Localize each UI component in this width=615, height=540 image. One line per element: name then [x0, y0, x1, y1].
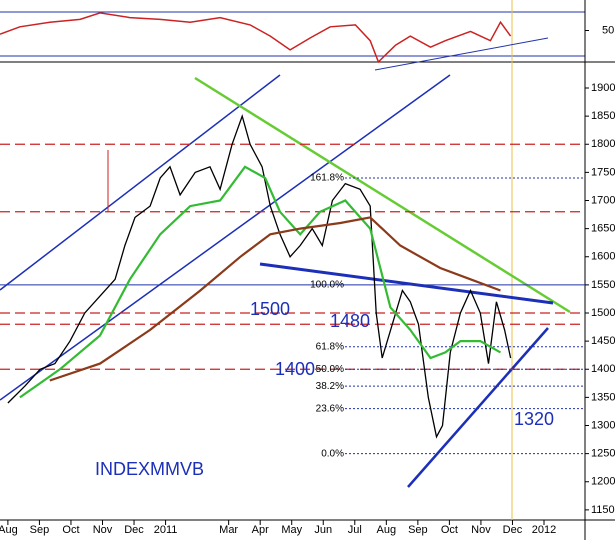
- x-tick-label: Jun: [314, 524, 332, 536]
- fib-label: 161.8%: [310, 173, 344, 184]
- x-tick-label: Nov: [93, 524, 113, 536]
- y-tick-label: 1150: [591, 504, 615, 516]
- fib-label: 100.0%: [310, 280, 344, 291]
- annotation: 1400: [275, 359, 315, 379]
- x-tick-label: 2012: [532, 524, 556, 536]
- y-tick-label: 1450: [591, 335, 615, 347]
- y-tick-label: 1400: [591, 363, 615, 375]
- annotation: 1320: [514, 409, 554, 429]
- x-tick-label: 2011: [154, 524, 178, 536]
- x-tick-label: Dec: [503, 524, 523, 536]
- rsi-trend: [374, 37, 549, 71]
- resistance-line: [194, 76, 571, 314]
- annotation: 1480: [330, 311, 370, 331]
- up-trend-line: [407, 327, 549, 488]
- x-tick-label: May: [281, 524, 302, 536]
- series-line: [0, 12, 512, 64]
- y-tick-label: 1200: [591, 476, 615, 488]
- y-tick-label: 1300: [591, 419, 615, 431]
- y-tick-label: 50: [602, 24, 614, 36]
- fib-label: 50.0%: [316, 364, 344, 375]
- fib-label: 23.6%: [316, 403, 344, 414]
- y-tick-label: 1500: [591, 307, 615, 319]
- index-title: INDEXMMVB: [95, 459, 204, 479]
- y-tick-label: 1350: [591, 391, 615, 403]
- x-tick-label: Dec: [124, 524, 144, 536]
- series-line: [7, 113, 512, 439]
- x-tick-label: Sep: [408, 524, 428, 536]
- y-tick-label: 1850: [591, 110, 615, 122]
- x-tick-label: Oct: [62, 524, 79, 536]
- y-tick-label: 1600: [591, 251, 615, 263]
- x-tick-label: Jul: [348, 524, 362, 536]
- x-tick-label: Oct: [441, 524, 458, 536]
- y-tick-label: 1900: [591, 82, 615, 94]
- x-tick-label: Aug: [0, 524, 18, 536]
- y-tick-label: 1800: [591, 138, 615, 150]
- series-line: [19, 165, 502, 399]
- y-tick-label: 1700: [591, 194, 615, 206]
- x-tick-label: Mar: [219, 524, 238, 536]
- fib-label: 61.8%: [316, 341, 344, 352]
- fib-label: 38.2%: [316, 381, 344, 392]
- x-tick-label: Sep: [30, 524, 50, 536]
- fib-label: 0.0%: [321, 448, 344, 459]
- x-tick-label: Nov: [471, 524, 491, 536]
- support-break-line: [259, 262, 554, 305]
- y-tick-label: 1750: [591, 166, 615, 178]
- x-tick-label: Aug: [377, 524, 397, 536]
- annotation: 1500: [250, 299, 290, 319]
- channel-line: [0, 74, 451, 401]
- y-tick-label: 1650: [591, 223, 615, 235]
- channel-line: [0, 74, 281, 291]
- y-tick-label: 1550: [591, 279, 615, 291]
- y-tick-label: 1250: [591, 448, 615, 460]
- series-line: [49, 216, 501, 382]
- x-tick-label: Apr: [252, 524, 269, 536]
